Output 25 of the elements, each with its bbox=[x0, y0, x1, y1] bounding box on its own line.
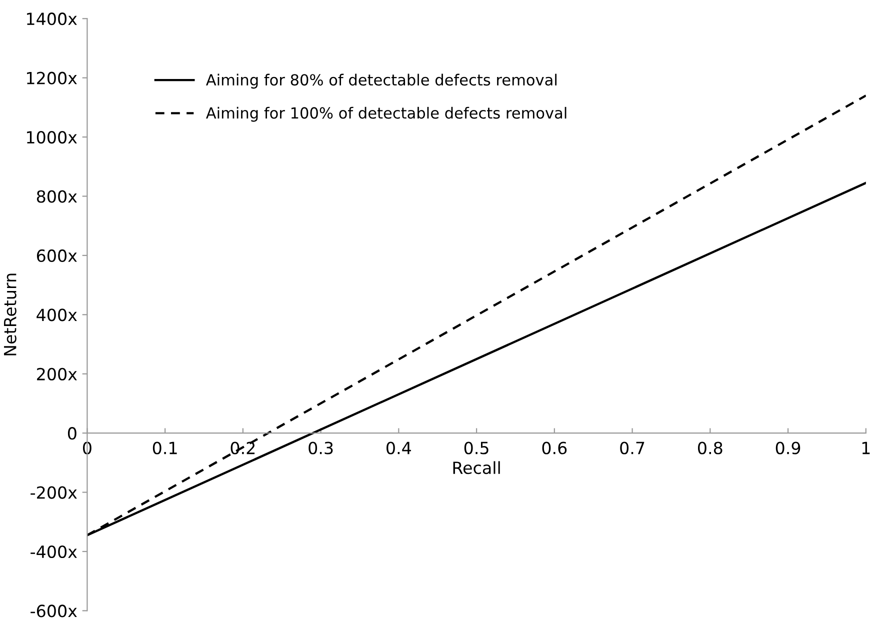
x-tick-label: 0.4 bbox=[386, 442, 411, 454]
y-tick-label: 1200x bbox=[27, 72, 77, 84]
y-tick-label: -600x bbox=[30, 604, 77, 618]
y-tick-label: 0 bbox=[68, 427, 76, 440]
x-tick-label: 1 bbox=[862, 442, 870, 454]
y-tick-label: 800x bbox=[36, 190, 77, 203]
x-tick-label: 0.7 bbox=[620, 442, 644, 454]
y-tick-label: 1000x bbox=[27, 130, 77, 144]
y-tick-label: 1400x bbox=[27, 12, 77, 26]
x-tick-label: 0.3 bbox=[308, 442, 333, 454]
y-tick-label: 400x bbox=[36, 308, 77, 322]
x-tick-label: 0.9 bbox=[776, 442, 800, 454]
x-tick-label: 0.6 bbox=[542, 442, 567, 454]
y-tick-label: -400x bbox=[30, 545, 77, 558]
y-axis-title: NetReturn bbox=[4, 274, 16, 356]
x-tick-label: 0 bbox=[82, 442, 92, 454]
y-tick-label: 200x bbox=[37, 368, 77, 380]
y-tick-label: -200x bbox=[30, 486, 77, 499]
x-axis-title: Recall bbox=[453, 461, 500, 474]
x-tick-label: 0.1 bbox=[152, 442, 177, 454]
x-tick-label: 0.5 bbox=[464, 442, 488, 454]
x-tick-label: 0.8 bbox=[698, 442, 722, 454]
legend-label: Aiming for 80% of detectable defects removal bbox=[206, 74, 556, 89]
y-tick-label: 600x bbox=[36, 249, 77, 262]
legend-label: Aiming for 100% of detectable defects removal bbox=[206, 106, 566, 122]
